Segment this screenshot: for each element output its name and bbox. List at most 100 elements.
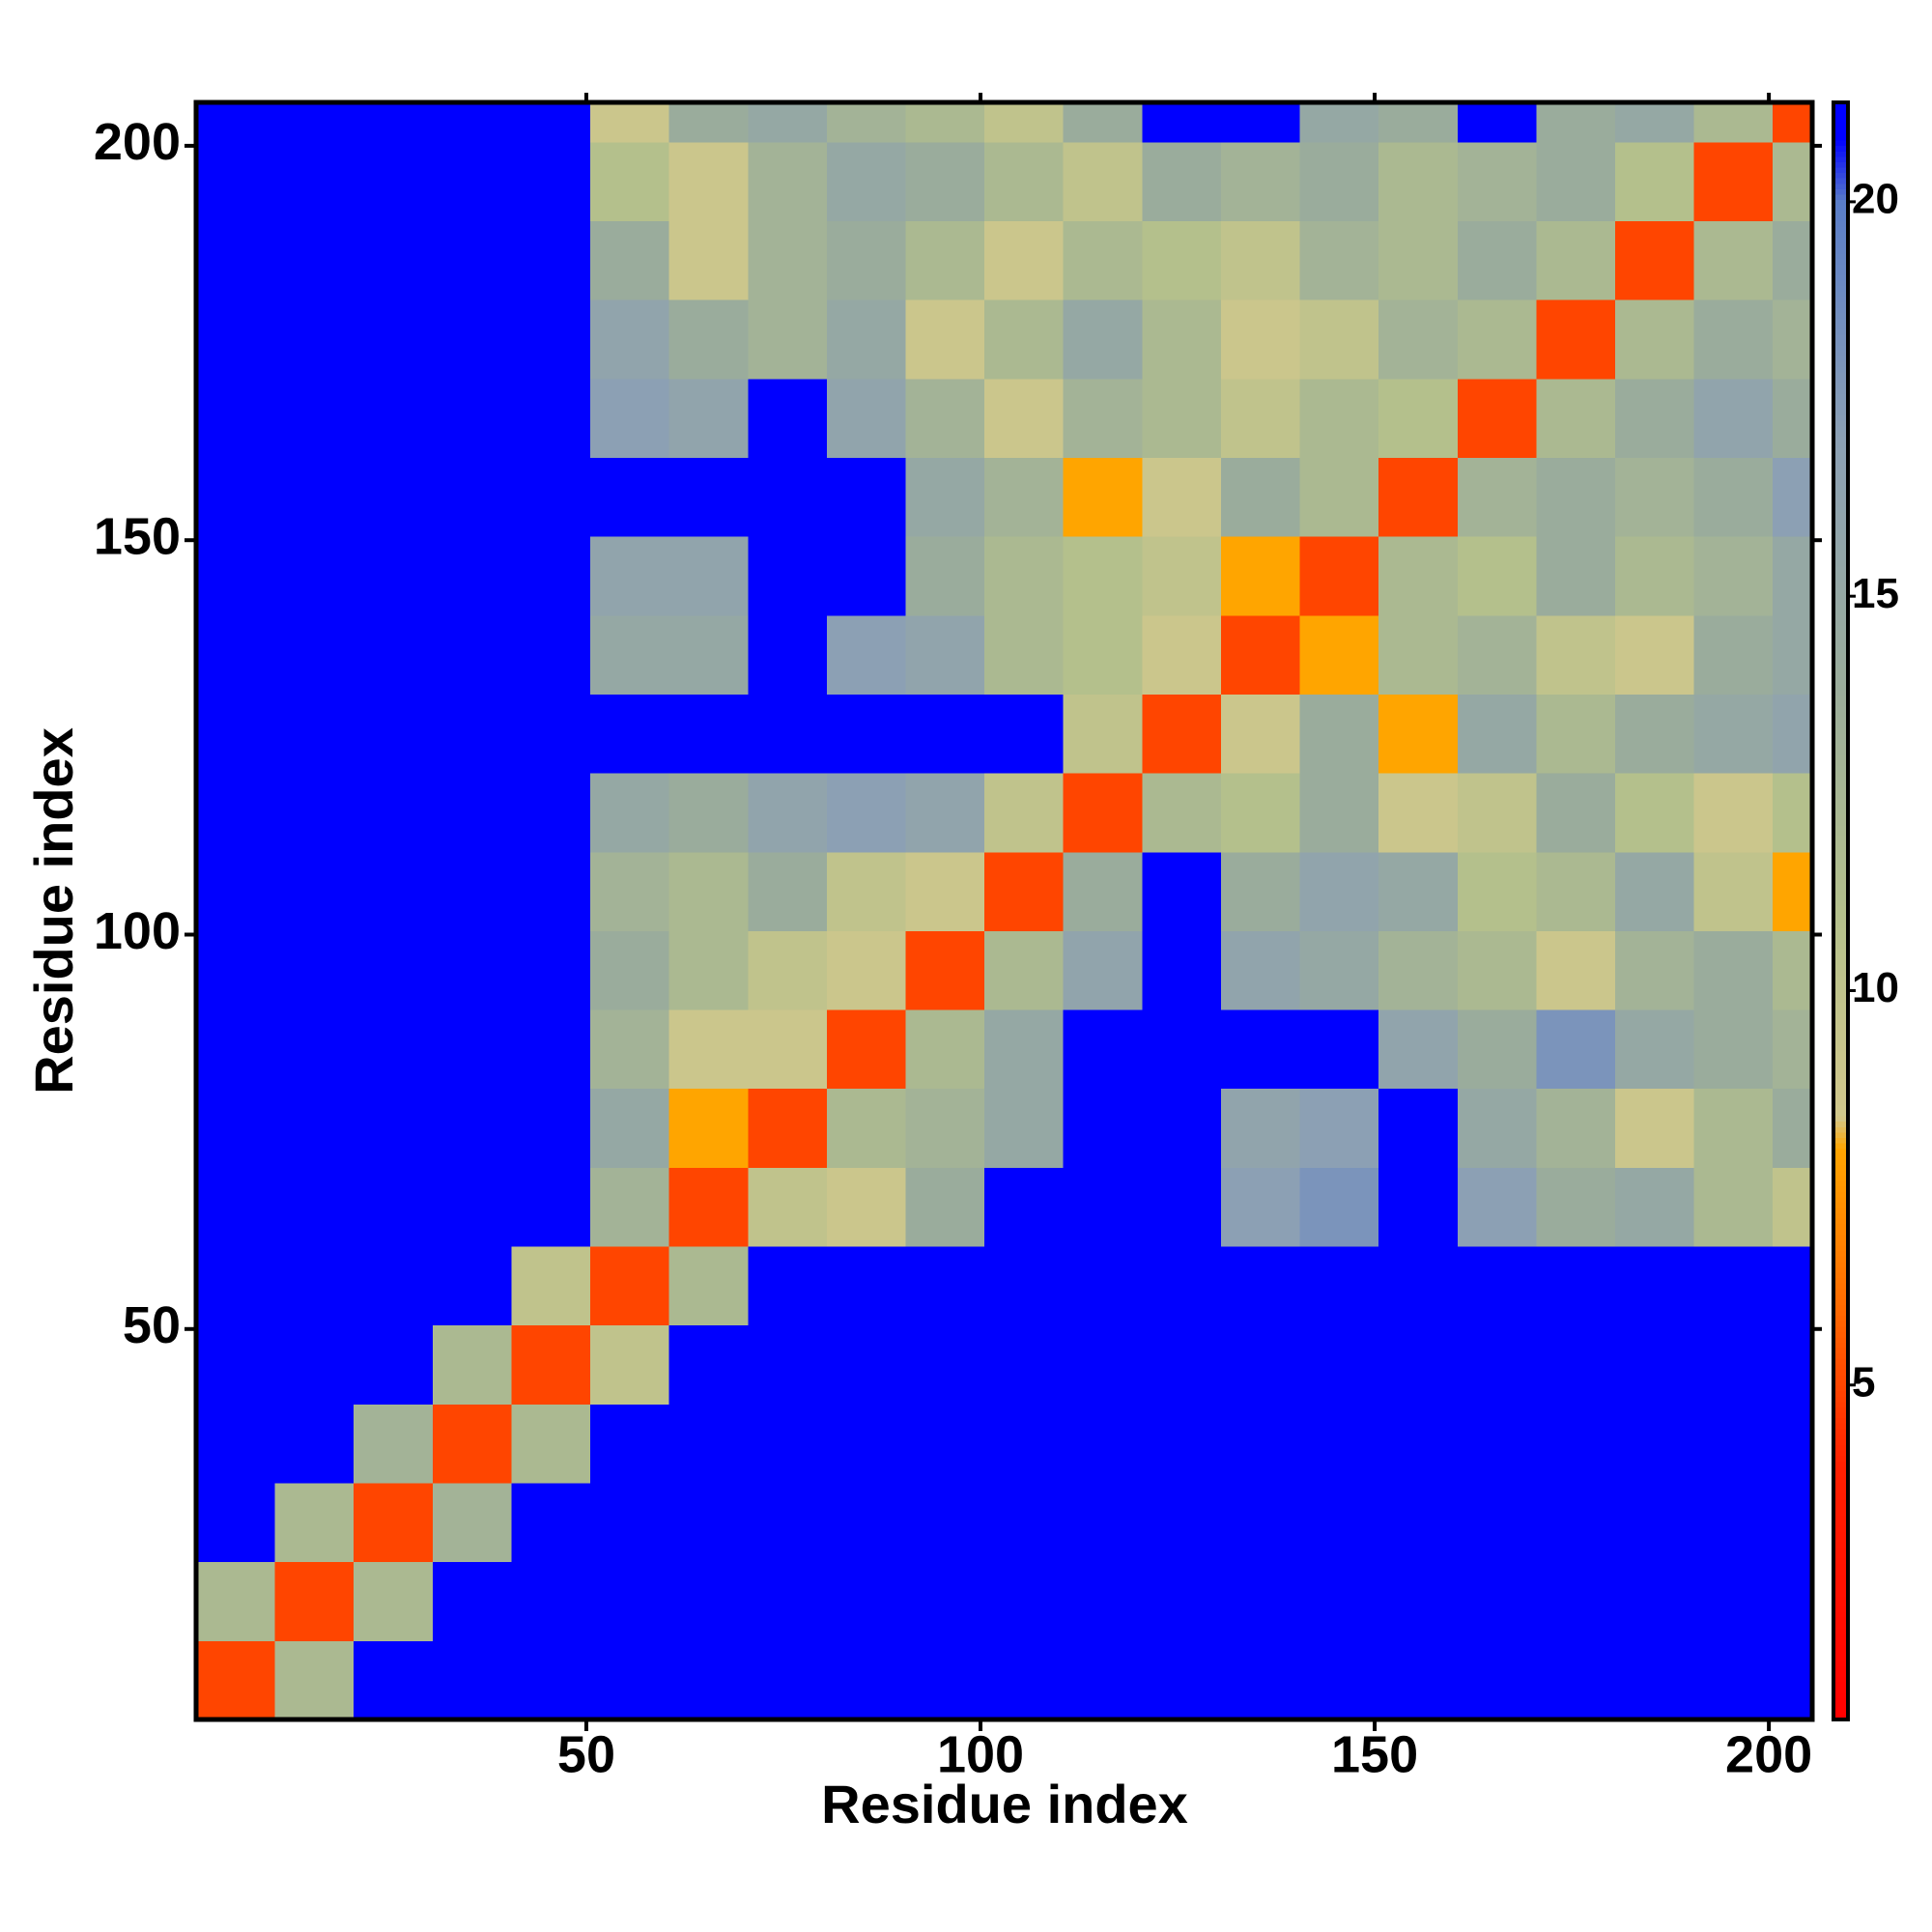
colorbar-segment: [1833, 134, 1848, 141]
heatmap-cell: [1693, 220, 1774, 300]
colorbar-segment: [1833, 1321, 1848, 1327]
heatmap-cell: [1299, 851, 1379, 931]
heatmap-cell: [1220, 536, 1301, 616]
heatmap-cell: [590, 930, 670, 1010]
heatmap-cell: [1457, 1324, 1537, 1405]
colorbar-segment: [1833, 1008, 1848, 1014]
heatmap-cell: [590, 851, 670, 931]
colorbar-segment: [1833, 247, 1848, 254]
colorbar-segment: [1833, 565, 1848, 573]
colorbar-segment: [1833, 1676, 1848, 1683]
heatmap-cell: [1378, 1561, 1459, 1641]
colorbar-segment: [1833, 431, 1848, 438]
heatmap-cell: [1773, 141, 1813, 221]
colorbar-segment: [1833, 819, 1848, 826]
heatmap-cell: [1457, 102, 1537, 143]
heatmap-cell: [1614, 141, 1695, 221]
heatmap-cell: [1693, 1167, 1774, 1247]
colorbar-segment: [1833, 1444, 1848, 1451]
colorbar-segment: [1833, 727, 1848, 734]
heatmap-cell: [1299, 1324, 1379, 1405]
heatmap-cell: [905, 1483, 985, 1563]
colorbar-segment: [1833, 118, 1848, 125]
colorbar-segment: [1833, 527, 1848, 534]
heatmap-cell: [511, 141, 591, 221]
heatmap-cell: [511, 378, 591, 458]
heatmap-cell: [511, 851, 591, 931]
heatmap-cell: [1457, 1088, 1537, 1168]
colorbar-segment: [1833, 479, 1848, 486]
colorbar-segment: [1833, 889, 1848, 895]
colorbar-segment: [1833, 1616, 1848, 1624]
heatmap-cell: [590, 1640, 670, 1720]
colorbar-segment: [1833, 970, 1848, 977]
heatmap-cell: [1220, 1561, 1301, 1641]
heatmap-cell: [511, 1483, 591, 1563]
heatmap-cell: [1457, 930, 1537, 1010]
heatmap-cell: [1063, 1404, 1143, 1484]
heatmap-cell: [1142, 694, 1222, 774]
heatmap-cell: [432, 773, 512, 853]
heatmap-cell: [1063, 773, 1143, 853]
heatmap-cell: [432, 1324, 512, 1405]
colorbar-segment: [1833, 360, 1848, 368]
heatmap-cell: [748, 220, 828, 300]
colorbar-segment: [1833, 172, 1848, 179]
heatmap-cell: [826, 1088, 906, 1168]
heatmap-cell: [1378, 299, 1459, 380]
colorbar-segment: [1833, 571, 1848, 578]
colorbar-segment: [1833, 452, 1848, 459]
colorbar-segment: [1833, 1266, 1848, 1273]
colorbar-segment: [1833, 598, 1848, 605]
heatmap-cell: [1142, 141, 1222, 221]
heatmap-cell: [511, 536, 591, 616]
colorbar-segment: [1833, 1083, 1848, 1090]
colorbar-segment: [1833, 1331, 1848, 1338]
heatmap-cell: [1773, 1246, 1813, 1326]
colorbar-segment: [1833, 140, 1848, 147]
colorbar-segment: [1833, 781, 1848, 788]
colorbar-segment: [1833, 1137, 1848, 1144]
heatmap-cell: [1378, 102, 1459, 143]
x-tick-label: 200: [1725, 1725, 1812, 1783]
heatmap-cell: [354, 1561, 434, 1641]
heatmap-cell: [1063, 378, 1143, 458]
heatmap-cell: [826, 851, 906, 931]
heatmap-cell: [1773, 930, 1813, 1010]
colorbar-segment: [1833, 922, 1848, 928]
colorbar-segment: [1833, 463, 1848, 470]
colorbar-segment: [1833, 1476, 1848, 1484]
heatmap-cell: [354, 773, 434, 853]
colorbar-segment: [1833, 517, 1848, 524]
heatmap-cell: [1773, 1167, 1813, 1247]
heatmap-cell: [1142, 102, 1222, 143]
heatmap-cell: [432, 378, 512, 458]
colorbar-segment: [1833, 183, 1848, 189]
colorbar-segment: [1833, 1229, 1848, 1236]
colorbar-segment: [1833, 151, 1848, 157]
colorbar-segment: [1833, 851, 1848, 858]
heatmap-cell: [1063, 1483, 1143, 1563]
heatmap-cell: [1220, 378, 1301, 458]
colorbar-segment: [1833, 1288, 1848, 1294]
heatmap-cell: [1457, 694, 1537, 774]
colorbar-segment: [1833, 1051, 1848, 1058]
heatmap-cell: [1063, 102, 1143, 143]
colorbar-segment: [1833, 905, 1848, 912]
heatmap-cell: [1614, 1404, 1695, 1484]
heatmap-cell: [196, 1640, 276, 1720]
heatmap-cell: [1536, 378, 1616, 458]
heatmap-cell: [1299, 378, 1379, 458]
colorbar-segment: [1833, 285, 1848, 292]
heatmap-cell: [1299, 299, 1379, 380]
colorbar-segment: [1833, 393, 1848, 400]
heatmap-cell: [1142, 378, 1222, 458]
colorbar-segment: [1833, 269, 1848, 276]
colorbar-segment: [1833, 469, 1848, 475]
heatmap-cell: [748, 299, 828, 380]
heatmap-cell: [748, 1324, 828, 1405]
colorbar-segment: [1833, 1347, 1848, 1354]
colorbar-segment: [1833, 652, 1848, 659]
heatmap-cell: [826, 536, 906, 616]
